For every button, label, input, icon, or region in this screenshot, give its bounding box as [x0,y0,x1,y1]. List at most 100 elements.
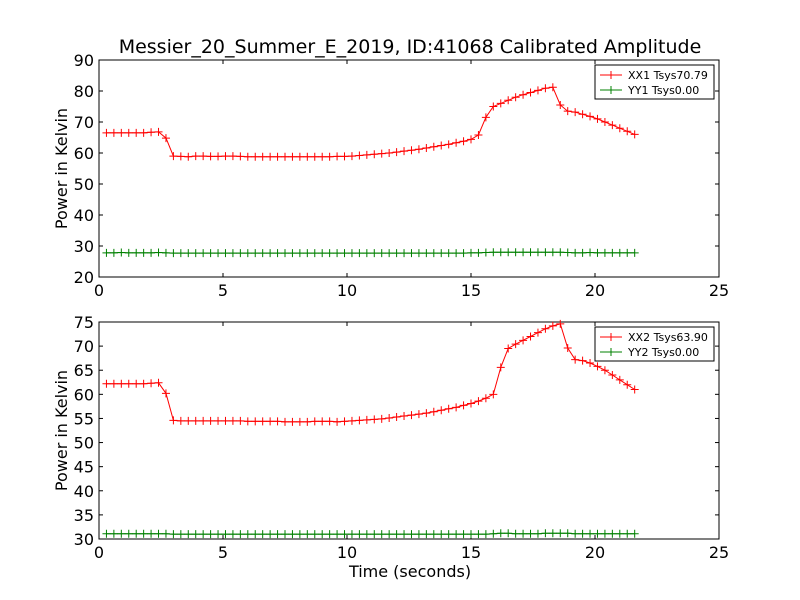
data-point [333,152,342,161]
data-point [258,530,267,539]
data-point [392,412,401,421]
data-point [385,413,394,422]
data-point [340,249,349,258]
data-point [325,417,334,426]
data-point [251,417,260,426]
data-point [526,248,535,257]
data-point [414,249,423,258]
y-tick-label: 40 [74,482,94,501]
data-point [593,114,602,123]
series-yy-2 [102,529,639,539]
data-point [251,530,260,539]
data-point [385,530,394,539]
data-point [109,248,118,257]
data-point [429,142,438,151]
data-point [318,417,327,426]
data-point [169,530,178,539]
y-tick-label: 80 [74,82,94,101]
data-point [370,415,379,424]
y-tick-label: 90 [74,51,94,70]
series-xx-2 [102,319,639,426]
data-point [615,529,624,538]
data-point [519,336,528,345]
data-point [154,127,163,136]
data-point [109,529,118,538]
data-point [467,248,475,257]
data-point [407,249,416,258]
data-point [370,249,379,258]
data-point [132,529,141,538]
legend-box [594,326,715,362]
x-tick-label: 0 [94,281,104,300]
data-point [362,530,371,539]
data-point [310,249,319,258]
data-point [117,248,126,257]
data-point [429,249,438,258]
data-point [161,134,170,143]
y-tick-label: 50 [74,175,94,194]
data-point [221,530,230,539]
data-point [273,417,282,426]
data-point [630,385,639,394]
data-point [615,375,624,384]
data-point [504,96,513,105]
data-point [519,529,528,538]
data-point [228,416,237,425]
data-point [132,248,141,257]
data-point [623,380,632,389]
data-point [385,249,394,258]
data-point [630,130,639,139]
y-tick-label: 35 [74,506,94,525]
data-point [437,249,446,258]
data-point [533,529,542,538]
data-point [206,530,215,539]
data-point [377,149,386,158]
data-point [333,417,342,426]
data-point [176,416,185,425]
data-point [147,379,156,388]
data-point [154,378,163,387]
data-point [124,379,133,388]
x-tick-label: 5 [218,281,228,300]
data-point [184,249,193,258]
data-point [519,248,528,257]
data-point [437,530,446,539]
data-point [541,324,550,333]
series-xx-1 [102,83,639,161]
data-point [459,137,468,146]
data-point [251,152,260,161]
data-point [266,417,275,426]
data-point [593,248,602,257]
x-tick-label: 15 [461,543,481,562]
data-point [593,529,602,538]
data-point [422,530,431,539]
data-point [504,529,513,538]
data-point [191,249,200,258]
data-point [281,152,289,161]
data-point [541,248,550,257]
data-point [623,127,632,136]
data-point [221,152,230,161]
data-point [176,249,185,258]
data-point [504,344,513,353]
data-point [474,397,483,406]
data-point [578,248,587,257]
data-point [586,358,595,367]
data-point [214,530,223,539]
data-point [191,152,200,161]
data-point [347,416,356,425]
data-point [362,415,371,424]
data-point [608,371,617,380]
data-point [571,355,580,364]
data-point [459,249,468,258]
data-point [586,248,595,257]
data-point [600,529,609,538]
x-tick-label: 20 [585,281,605,300]
y-tick-label: 30 [74,237,94,256]
data-point [615,124,624,133]
data-point [347,530,356,539]
data-point [556,529,565,538]
data-point [310,152,319,161]
data-point [452,138,461,147]
data-point [407,146,416,155]
